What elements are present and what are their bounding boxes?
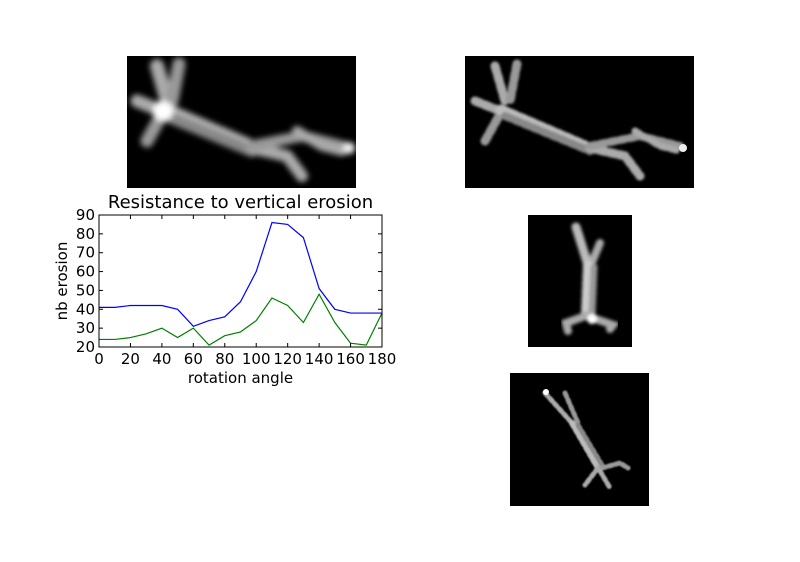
chart-title: Resistance to vertical erosion: [108, 192, 373, 213]
chromosome-picture: [130, 57, 355, 182]
plot-frame: [98, 214, 383, 348]
x-tick-label: 60: [184, 350, 203, 368]
y-axis-label: nb erosion: [53, 242, 71, 321]
chromosome-image-bottom-right: [510, 373, 649, 506]
x-tick-label: 40: [152, 350, 171, 368]
x-tick-label: 180: [368, 350, 397, 368]
y-tick-label: 90: [76, 206, 95, 224]
series-line-2: [99, 292, 383, 346]
y-tick-label: 20: [76, 338, 95, 356]
x-tick-label: 80: [215, 350, 234, 368]
x-axis-label: rotation angle: [188, 369, 293, 387]
x-tick-label: 20: [121, 350, 140, 368]
chromosome-image-top-right: [465, 56, 694, 188]
series-line-1: [99, 221, 382, 327]
series-layer: [99, 221, 383, 346]
x-tick-label: 140: [305, 350, 334, 368]
y-tick-label: 80: [76, 225, 95, 243]
x-tick-label: 0: [94, 350, 104, 368]
y-tick-label: 70: [76, 244, 95, 262]
y-tick-label: 60: [76, 263, 95, 281]
chromosome-image-top-left: [127, 56, 356, 188]
x-tick-label: 120: [273, 350, 302, 368]
y-tick-label: 30: [76, 319, 95, 337]
x-tick-label: 100: [242, 350, 271, 368]
y-tick-label: 40: [76, 300, 95, 318]
chromosome-image-middle-right: [528, 215, 632, 347]
chromosome-picture: [561, 222, 620, 335]
x-tick-label: 160: [336, 350, 365, 368]
y-tick-label: 50: [76, 281, 95, 299]
chromosome-picture: [470, 59, 687, 181]
chromosome-picture: [542, 389, 631, 491]
